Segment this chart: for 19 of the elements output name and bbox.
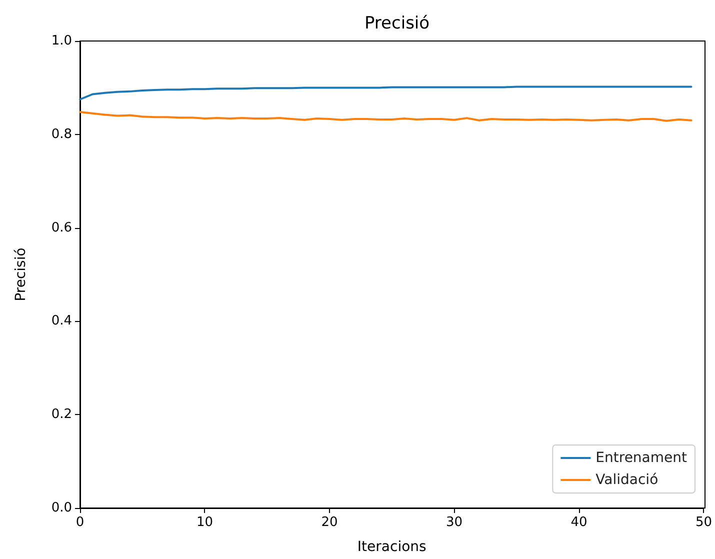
y-axis-title: Precisió (13, 248, 29, 302)
x-tick-label: 10 (196, 515, 214, 530)
x-tick-label: 40 (570, 515, 588, 530)
x-tick-label: 20 (321, 515, 338, 530)
legend-label: Entrenament (596, 450, 688, 466)
y-tick-label: 0.8 (51, 126, 72, 142)
y-tick-label: 0.6 (51, 220, 72, 236)
y-tick-label: 0.2 (51, 407, 72, 422)
y-tick-label: 1.0 (51, 34, 72, 48)
x-tick-label: 0 (76, 515, 84, 530)
x-tick-label: 50 (695, 515, 712, 530)
line-series (79, 110, 692, 122)
x-axis-title: Iteracions (357, 539, 426, 555)
chart-title: Precisió (364, 14, 430, 34)
y-tick-label: 0.0 (51, 500, 72, 516)
legend-label: Validació (596, 472, 658, 488)
x-tick-label: 30 (446, 515, 463, 530)
line-series (79, 86, 692, 100)
y-tick-label: 0.4 (51, 314, 72, 329)
